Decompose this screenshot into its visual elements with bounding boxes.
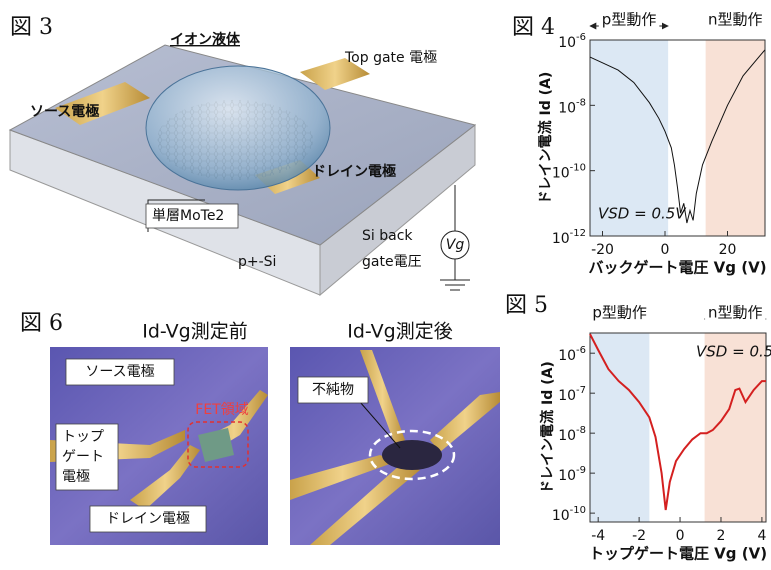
y-tick-label: 10-12 xyxy=(552,228,586,247)
electrode xyxy=(430,392,500,452)
top-gate-label: Top gate 電極 xyxy=(344,50,437,66)
drain-label: ドレイン電極 xyxy=(312,163,397,180)
figure-label: 図 5 xyxy=(505,293,548,318)
y-tick-label: 10-6 xyxy=(558,32,586,51)
figure-label: 図 4 xyxy=(512,15,555,40)
y-tick-label: 10-8 xyxy=(558,425,586,444)
electrode xyxy=(360,350,405,445)
back-gate-label: gate電圧 xyxy=(362,254,422,270)
label-box xyxy=(297,376,369,404)
label-box xyxy=(89,505,207,533)
figure-6: 図 6 Id-Vg測定前 Id-Vg測定後 ソース電極 FET領域 トップ ゲー… xyxy=(20,311,500,545)
plot-frame xyxy=(589,332,767,523)
figure-label: 図 3 xyxy=(10,15,53,40)
figure-3: 図 3 イオン液体 Top gate 電極 ソース電極 ドレイン電極 単層MoT… xyxy=(8,15,477,297)
chart: 図 5 p型動作 n型動作 10-6 10-7 10-8 10-9 10-10 -4 -2 0 2 4 V… xyxy=(505,293,771,563)
y-axis-label: ドレイン電流 Id (A) xyxy=(537,72,554,205)
x-tick-label: 4 xyxy=(757,528,766,544)
y-tick-label: 10-7 xyxy=(558,385,586,404)
panel-title: Id-Vg測定前 xyxy=(142,321,247,343)
y-tick-label: 10-6 xyxy=(558,345,586,364)
label-background xyxy=(598,18,660,34)
y-tick-label: 10-8 xyxy=(558,97,586,116)
electrode xyxy=(290,455,395,500)
region xyxy=(705,40,765,236)
source-electrode xyxy=(55,82,150,125)
x-axis-label: トップゲート電圧 Vg (V) xyxy=(589,545,767,563)
x-tick-label: 20 xyxy=(719,242,737,258)
region xyxy=(590,40,669,236)
figure-label: 図 6 xyxy=(20,311,63,336)
source-label: ソース電極 xyxy=(85,364,154,380)
y-axis-label: ドレイン電流 Id (A) xyxy=(539,361,556,494)
x-axis-label: バックゲート電圧 Vg (V) xyxy=(588,259,766,277)
panel-title: Id-Vg測定後 xyxy=(347,321,452,343)
impurity-label: 不純物 xyxy=(312,382,354,398)
x-tick-label: 0 xyxy=(676,528,685,544)
vg-label: Vg xyxy=(446,237,465,253)
channel-box xyxy=(145,203,239,229)
top-gate-label: 電極 xyxy=(62,469,90,485)
label-box xyxy=(65,358,175,386)
electrode xyxy=(310,465,420,545)
x-tick-label: -4 xyxy=(591,528,605,544)
label-background xyxy=(589,311,650,327)
x-tick-label: 2 xyxy=(717,528,726,544)
impurity-blob xyxy=(382,440,442,470)
fet-region-label: FET領域 xyxy=(195,402,248,418)
x-tick-label: 0 xyxy=(661,242,670,258)
region-label: n型動作 xyxy=(708,11,763,29)
electrode xyxy=(130,445,200,510)
back-gate-label: Si back xyxy=(362,228,413,244)
pointer xyxy=(359,401,401,449)
y-tick-label: 10-10 xyxy=(552,505,586,524)
drain-label: ドレイン電極 xyxy=(106,511,190,527)
fet-region-box xyxy=(187,421,249,468)
flake xyxy=(198,428,234,462)
region-label: p型動作 xyxy=(592,304,647,322)
label-box xyxy=(55,423,119,491)
chart: 図 4 p型動作 n型動作 10-6 10-8 10-10 10-12 -20 0 20 VSD =… xyxy=(512,11,767,277)
y-tick-label: 10-9 xyxy=(558,465,586,484)
source-label: ソース電極 xyxy=(30,103,100,120)
region-label: n型動作 xyxy=(708,304,763,322)
top-gate-label: トップ xyxy=(62,429,104,445)
region xyxy=(590,333,650,522)
ionic-liquid-label: イオン液体 xyxy=(170,31,241,48)
label-background xyxy=(705,311,766,327)
region-label: p型動作 xyxy=(602,11,657,29)
plot-frame xyxy=(589,39,766,237)
ionic-liquid-dome xyxy=(145,65,331,191)
top-gate-electrode xyxy=(300,58,370,90)
x-tick-label: -2 xyxy=(632,528,646,544)
annotation: VSD = 0.5V xyxy=(696,343,771,361)
impurity-circle xyxy=(368,429,456,481)
data-line xyxy=(589,49,766,224)
data-line xyxy=(589,333,766,511)
annotation: VSD = 0.5V xyxy=(598,205,687,223)
top-gate-label: ゲート xyxy=(62,449,104,465)
channel-label: 単層MoTe2 xyxy=(152,208,224,224)
substrate-label: p+-Si xyxy=(238,254,276,270)
label-background xyxy=(705,18,766,34)
y-tick-label: 10-10 xyxy=(552,163,586,182)
x-tick-label: -20 xyxy=(591,242,614,258)
